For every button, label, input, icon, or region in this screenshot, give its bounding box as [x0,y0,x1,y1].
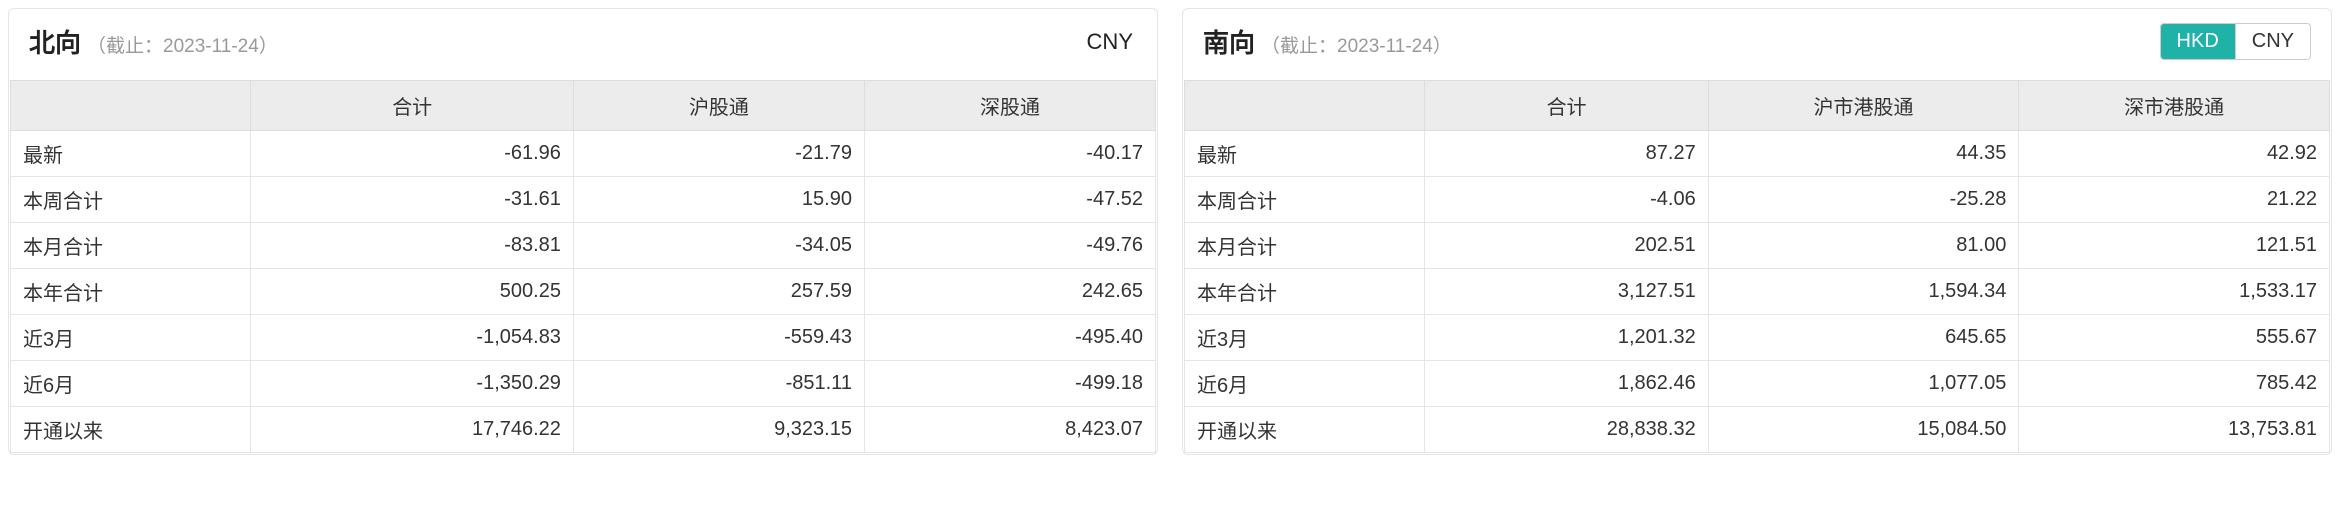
row-value: 257.59 [573,269,864,315]
currency-label: CNY [1087,29,1137,55]
row-value: 42.92 [2019,131,2330,177]
table-row: 近6月1,862.461,077.05785.42 [1185,361,2330,407]
col-sz: 深股通 [864,81,1155,131]
row-label: 本年合计 [11,269,251,315]
row-value: 500.25 [251,269,574,315]
col-sh: 沪股通 [573,81,864,131]
table-row: 本周合计-31.6115.90-47.52 [11,177,1156,223]
row-value: -49.76 [864,223,1155,269]
row-value: 1,533.17 [2019,269,2330,315]
col-total: 合计 [251,81,574,131]
table-row: 本月合计-83.81-34.05-49.76 [11,223,1156,269]
row-value: 81.00 [1708,223,2019,269]
row-value: -559.43 [573,315,864,361]
col-label [1185,81,1425,131]
col-total: 合计 [1425,81,1708,131]
row-value: -1,054.83 [251,315,574,361]
table-header-row: 合计 沪股通 深股通 [11,81,1156,131]
southbound-table: 合计 沪市港股通 深市港股通 最新87.2744.3542.92本周合计-4.0… [1184,80,2330,453]
row-label: 本周合计 [1185,177,1425,223]
row-value: -40.17 [864,131,1155,177]
table-row: 本年合计3,127.511,594.341,533.17 [1185,269,2330,315]
row-value: -4.06 [1425,177,1708,223]
southbound-panel: 南向 （截止：2023-11-24） HKDCNY 合计 沪市港股通 深市港股通… [1182,8,2332,455]
col-sh-hk: 沪市港股通 [1708,81,2019,131]
table-row: 最新-61.96-21.79-40.17 [11,131,1156,177]
northbound-table: 合计 沪股通 深股通 最新-61.96-21.79-40.17本周合计-31.6… [10,80,1156,453]
row-value: 1,201.32 [1425,315,1708,361]
panel-subtitle: （截止：2023-11-24） [1261,31,1452,58]
row-value: 15.90 [573,177,864,223]
row-value: 645.65 [1708,315,2019,361]
table-row: 开通以来28,838.3215,084.5013,753.81 [1185,407,2330,453]
row-value: 785.42 [2019,361,2330,407]
row-label: 本月合计 [1185,223,1425,269]
table-row: 本年合计500.25257.59242.65 [11,269,1156,315]
panel-title: 南向 [1203,23,1255,60]
row-value: 44.35 [1708,131,2019,177]
row-label: 开通以来 [11,407,251,453]
row-value: -34.05 [573,223,864,269]
table-row: 近3月1,201.32645.65555.67 [1185,315,2330,361]
row-value: -499.18 [864,361,1155,407]
panel-header-left: 北向 （截止：2023-11-24） [29,23,278,60]
row-value: -495.40 [864,315,1155,361]
table-body: 最新87.2744.3542.92本周合计-4.06-25.2821.22本月合… [1185,131,2330,453]
row-label: 近6月 [11,361,251,407]
row-label: 最新 [11,131,251,177]
row-value: -83.81 [251,223,574,269]
row-value: 17,746.22 [251,407,574,453]
table-row: 本月合计202.5181.00121.51 [1185,223,2330,269]
row-value: 13,753.81 [2019,407,2330,453]
col-label [11,81,251,131]
row-value: 121.51 [2019,223,2330,269]
row-value: -31.61 [251,177,574,223]
row-value: 28,838.32 [1425,407,1708,453]
table-header-row: 合计 沪市港股通 深市港股通 [1185,81,2330,131]
row-value: -61.96 [251,131,574,177]
row-value: 202.51 [1425,223,1708,269]
col-sz-hk: 深市港股通 [2019,81,2330,131]
row-value: 9,323.15 [573,407,864,453]
table-row: 最新87.2744.3542.92 [1185,131,2330,177]
table-row: 近3月-1,054.83-559.43-495.40 [11,315,1156,361]
panel-subtitle: （截止：2023-11-24） [87,31,278,58]
row-value: 3,127.51 [1425,269,1708,315]
row-label: 本年合计 [1185,269,1425,315]
row-label: 近3月 [1185,315,1425,361]
row-value: 1,862.46 [1425,361,1708,407]
row-value: -1,350.29 [251,361,574,407]
panel-header: 北向 （截止：2023-11-24） CNY [9,9,1157,80]
currency-button-cny[interactable]: CNY [2236,24,2310,59]
row-value: 21.22 [2019,177,2330,223]
row-label: 最新 [1185,131,1425,177]
panel-title: 北向 [29,23,81,60]
row-label: 本月合计 [11,223,251,269]
table-body: 最新-61.96-21.79-40.17本周合计-31.6115.90-47.5… [11,131,1156,453]
row-value: 87.27 [1425,131,1708,177]
row-value: -25.28 [1708,177,2019,223]
row-value: 1,594.34 [1708,269,2019,315]
row-label: 开通以来 [1185,407,1425,453]
row-value: 1,077.05 [1708,361,2019,407]
table-row: 开通以来17,746.229,323.158,423.07 [11,407,1156,453]
row-value: 555.67 [2019,315,2330,361]
row-label: 近3月 [11,315,251,361]
panel-header-left: 南向 （截止：2023-11-24） [1203,23,1452,60]
currency-button-hkd[interactable]: HKD [2161,24,2236,59]
row-value: 15,084.50 [1708,407,2019,453]
table-row: 近6月-1,350.29-851.11-499.18 [11,361,1156,407]
row-label: 本周合计 [11,177,251,223]
row-value: -851.11 [573,361,864,407]
row-value: -21.79 [573,131,864,177]
currency-toggle: HKDCNY [2160,23,2311,60]
northbound-panel: 北向 （截止：2023-11-24） CNY 合计 沪股通 深股通 最新-61.… [8,8,1158,455]
row-value: 242.65 [864,269,1155,315]
panels-container: 北向 （截止：2023-11-24） CNY 合计 沪股通 深股通 最新-61.… [0,0,2340,463]
table-row: 本周合计-4.06-25.2821.22 [1185,177,2330,223]
panel-header: 南向 （截止：2023-11-24） HKDCNY [1183,9,2331,80]
row-label: 近6月 [1185,361,1425,407]
row-value: 8,423.07 [864,407,1155,453]
row-value: -47.52 [864,177,1155,223]
